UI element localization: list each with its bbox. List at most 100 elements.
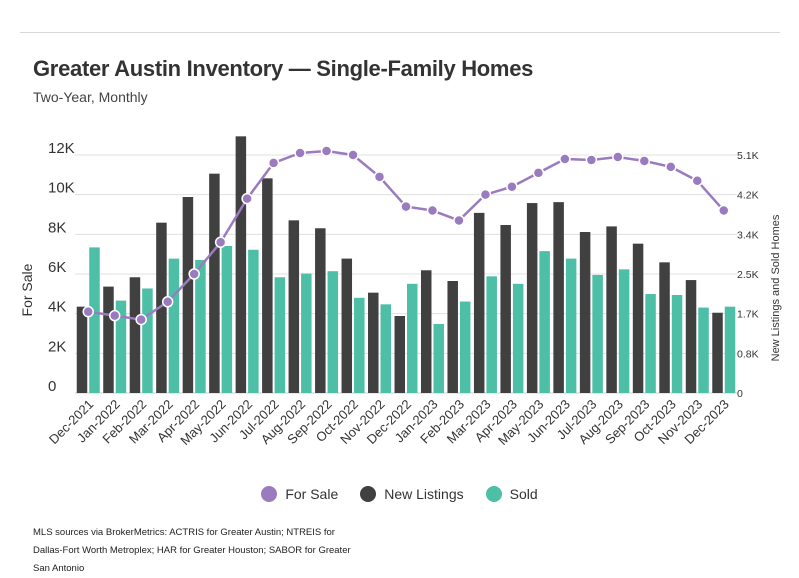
right-axis-title: New Listings and Sold Homes bbox=[770, 214, 782, 361]
bar-sold bbox=[354, 297, 365, 393]
legend-swatch-sold bbox=[485, 486, 502, 502]
bar-sold bbox=[221, 246, 233, 393]
left-tick-label: 6K bbox=[48, 259, 66, 276]
left-tick-label: 0 bbox=[48, 378, 56, 395]
bar-sold bbox=[486, 276, 497, 393]
chart-legend: For Sale New Listings Sold bbox=[0, 486, 799, 502]
bar-new-listings bbox=[341, 258, 353, 393]
bar-sold bbox=[433, 323, 444, 393]
right-tick-label: 3.4K bbox=[737, 229, 759, 241]
for-sale-point bbox=[665, 161, 677, 173]
for-sale-point bbox=[267, 157, 280, 169]
bar-new-listings bbox=[315, 228, 326, 393]
bar-sold bbox=[301, 273, 312, 393]
right-tick-label: 0.8K bbox=[737, 348, 759, 360]
chart-subtitle: Two-Year, Monthly bbox=[33, 89, 148, 105]
bar-new-listings bbox=[394, 316, 405, 393]
left-axis-title: For Sale bbox=[19, 263, 35, 316]
for-sale-point bbox=[82, 305, 94, 318]
bar-new-listings bbox=[288, 220, 300, 393]
bars bbox=[76, 136, 736, 394]
legend-label-for-sale: For Sale bbox=[285, 486, 339, 502]
bar-sold bbox=[565, 258, 577, 393]
for-sale-point bbox=[506, 180, 518, 193]
for-sale-point bbox=[320, 145, 333, 157]
bar-new-listings bbox=[76, 306, 88, 393]
bar-sold bbox=[671, 295, 683, 393]
bar-new-listings bbox=[500, 225, 511, 393]
bar-new-listings bbox=[473, 212, 485, 393]
bar-sold bbox=[618, 269, 630, 393]
bar-new-listings bbox=[606, 226, 617, 393]
bar-sold bbox=[459, 301, 471, 393]
bar-new-listings bbox=[447, 281, 458, 393]
legend-label-sold: Sold bbox=[509, 486, 538, 502]
bar-new-listings bbox=[235, 136, 247, 394]
bar-new-listings bbox=[685, 280, 697, 393]
for-sale-point bbox=[108, 309, 121, 322]
bar-sold bbox=[539, 251, 550, 393]
for-sale-point bbox=[400, 200, 412, 213]
bar-sold bbox=[407, 283, 418, 393]
for-sale-point bbox=[214, 236, 227, 249]
right-tick-label: 5.1K bbox=[737, 150, 759, 162]
for-sale-point bbox=[718, 204, 730, 217]
source-note: MLS sources via BrokerMetrics: ACTRIS fo… bbox=[33, 527, 351, 574]
bar-new-listings bbox=[526, 203, 538, 393]
legend-swatch-for-sale bbox=[261, 486, 278, 502]
bar-sold bbox=[645, 294, 656, 393]
bar-sold bbox=[592, 274, 603, 393]
bar-sold bbox=[724, 306, 736, 393]
for-sale-point bbox=[479, 188, 492, 201]
for-sale-point bbox=[241, 192, 253, 205]
bar-new-listings bbox=[659, 262, 670, 393]
bar-new-listings bbox=[103, 286, 114, 393]
bar-new-listings bbox=[156, 222, 167, 393]
for-sale-point bbox=[612, 151, 624, 163]
bar-sold bbox=[115, 300, 127, 393]
right-tick-label: 2.5K bbox=[737, 269, 759, 281]
left-tick-label: 4K bbox=[48, 299, 66, 316]
legend-item-for-sale: For Sale bbox=[261, 486, 338, 502]
bar-new-listings bbox=[368, 292, 379, 393]
bar-new-listings bbox=[182, 197, 194, 393]
legend-label-new-listings: New Listings bbox=[384, 486, 464, 502]
bar-new-listings bbox=[129, 277, 141, 393]
legend-item-sold: Sold bbox=[485, 486, 538, 502]
for-sale-point bbox=[585, 154, 598, 166]
left-tick-label: 2K bbox=[48, 338, 66, 355]
left-tick-label: 10K bbox=[48, 180, 75, 197]
legend-item-new-listings: New Listings bbox=[360, 486, 464, 502]
bar-new-listings bbox=[209, 173, 220, 393]
for-sale-point bbox=[347, 149, 359, 161]
for-sale-point bbox=[638, 155, 651, 167]
bar-sold bbox=[89, 247, 100, 393]
for-sale-line bbox=[82, 145, 730, 326]
bar-sold bbox=[274, 277, 286, 393]
bar-sold bbox=[168, 258, 180, 393]
chart-frame bbox=[20, 32, 780, 558]
bar-new-listings bbox=[712, 312, 723, 393]
right-tick-label: 0 bbox=[737, 388, 743, 400]
for-sale-point bbox=[691, 175, 704, 187]
bar-sold bbox=[195, 260, 206, 393]
axes: 0 2K 4K 6K 8K 10K 12K 0 0.8K 1.7K 2.5K 3.4K 4.2K 5.1K… bbox=[19, 140, 782, 448]
bar-sold bbox=[248, 249, 259, 393]
for-sale-point bbox=[532, 167, 545, 179]
left-tick-label: 8K bbox=[48, 219, 66, 236]
for-sale-point bbox=[373, 171, 386, 183]
left-tick-label: 12K bbox=[48, 140, 75, 157]
bar-sold bbox=[142, 288, 153, 393]
bar-sold bbox=[327, 271, 339, 393]
bar-new-listings bbox=[262, 178, 273, 393]
for-sale-point bbox=[559, 153, 571, 165]
for-sale-point bbox=[161, 296, 174, 308]
right-tick-label: 4.2K bbox=[737, 190, 759, 202]
bar-new-listings bbox=[632, 243, 644, 393]
chart-title: Greater Austin Inventory — Single-Family… bbox=[33, 56, 534, 81]
bar-new-listings bbox=[553, 202, 564, 393]
for-sale-point bbox=[426, 204, 439, 217]
for-sale-point bbox=[453, 214, 465, 227]
bar-new-listings bbox=[420, 270, 432, 393]
